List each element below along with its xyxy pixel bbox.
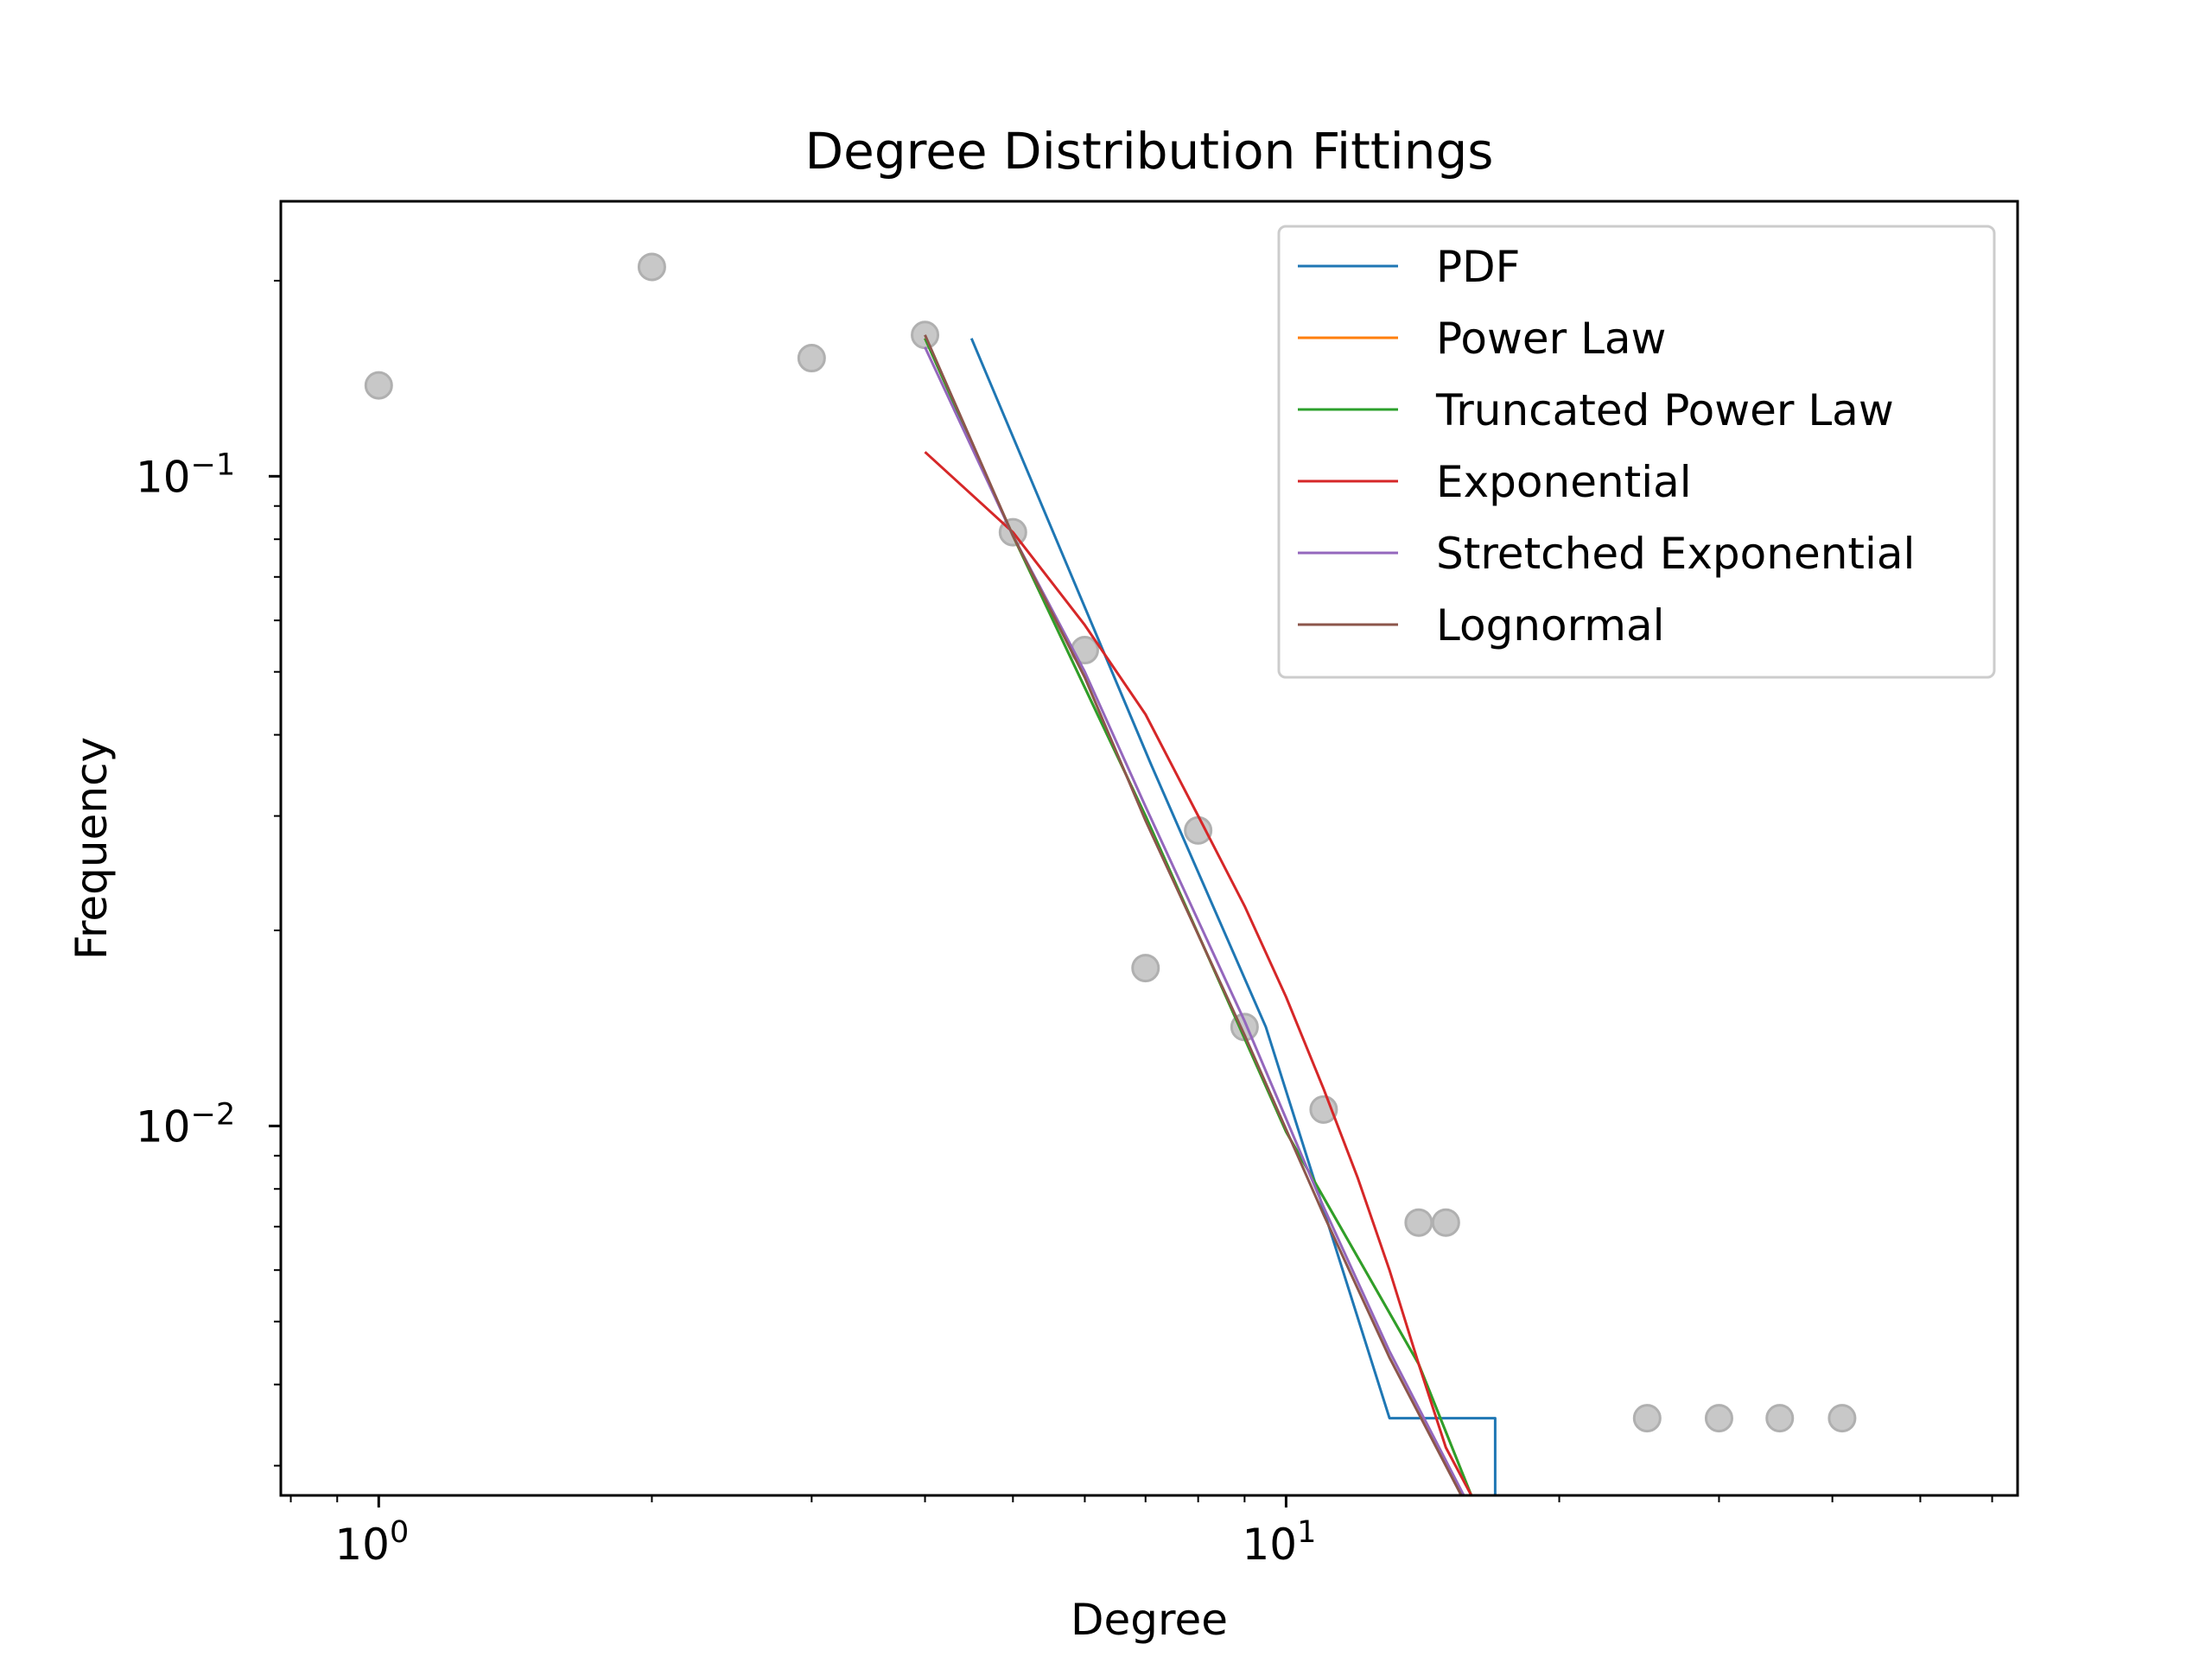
scatter-point-14 (1765, 1404, 1795, 1433)
y-axis-label: Frequency (67, 737, 117, 960)
scatter-point-6 (1131, 954, 1160, 983)
x-axis-label: Degree (1071, 1595, 1228, 1645)
y-tick-label-1: 10−2 (136, 1097, 235, 1152)
series-line-exponential (924, 451, 1473, 1495)
legend-label-stretched-exponential: Stretched Exponential (1436, 529, 1915, 579)
scatter-point-15 (1827, 1404, 1857, 1433)
legend-label-power-law: Power Law (1436, 314, 1666, 364)
scatter-point-13 (1704, 1404, 1733, 1433)
series-line-lognormal (924, 334, 1463, 1495)
plot-area-frame (279, 200, 2019, 1497)
scatter-point-1 (637, 252, 666, 282)
legend-label-lognormal: Lognormal (1436, 600, 1665, 651)
x-axis: 100 101 (289, 1495, 1993, 1570)
scatter-point-11 (1431, 1208, 1460, 1237)
x-tick-label-1: 101 (1242, 1515, 1316, 1570)
y-tick-label-0: 10−1 (136, 447, 235, 502)
scatter-point-10 (1404, 1208, 1433, 1237)
scatter-point-12 (1632, 1404, 1662, 1433)
scatter-point-0 (364, 371, 393, 400)
fit-lines-layer (924, 334, 1497, 1495)
legend-label-pdf: PDF (1436, 242, 1520, 292)
scatter-point-2 (797, 344, 826, 373)
legend-label-exponential: Exponential (1436, 457, 1692, 507)
y-axis: 10−1 10−2 (136, 279, 281, 1467)
scatter-layer (364, 252, 1857, 1433)
scatter-point-7 (1184, 816, 1213, 845)
x-tick-label-0: 100 (334, 1515, 409, 1570)
legend-box (1277, 225, 1996, 679)
legend-label-truncated-power-law: Truncated Power Law (1435, 385, 1894, 435)
chart-title: Degree Distribution Fittings (805, 122, 1494, 181)
legend: PDF Power Law Truncated Power Law Exponenti… (1277, 225, 1996, 679)
